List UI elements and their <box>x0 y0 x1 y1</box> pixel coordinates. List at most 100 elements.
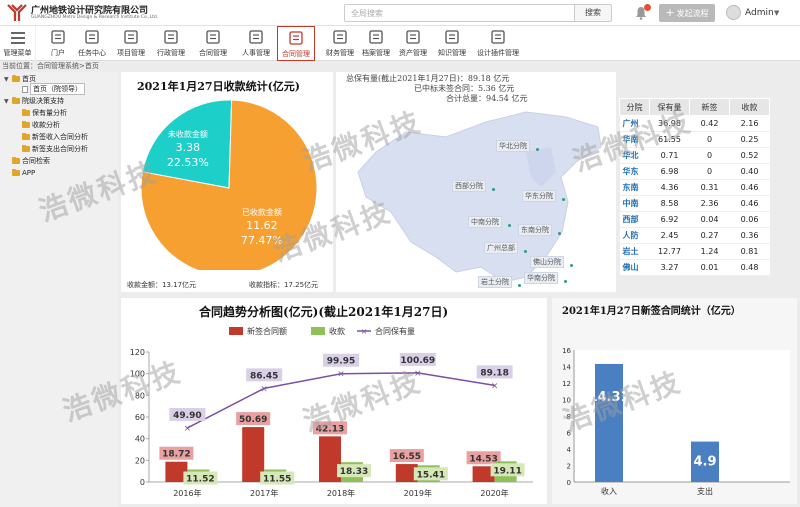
nav-item-3[interactable]: 项目管理 <box>112 26 150 61</box>
line-label-bg <box>169 407 206 421</box>
line-point[interactable]: × <box>184 424 192 434</box>
nav-item-4[interactable]: 行政管理 <box>152 26 190 61</box>
map-marker[interactable] <box>508 224 511 227</box>
tree-caret-icon[interactable]: ▼ <box>4 75 9 83</box>
map-region-label[interactable]: 华东分院 <box>522 190 556 202</box>
map-marker[interactable] <box>558 232 561 235</box>
pie-slice-percent: 77.47% <box>241 234 283 247</box>
china-map[interactable] <box>336 92 616 292</box>
region-link[interactable]: 中南 <box>619 195 650 212</box>
region-link[interactable]: 岩土 <box>619 243 650 260</box>
map-region-label[interactable]: 东南分院 <box>518 224 552 236</box>
tree-item[interactable]: APP <box>4 168 35 178</box>
map-marker[interactable] <box>536 148 539 151</box>
nav-item-8[interactable]: 财务管理 <box>321 26 359 61</box>
table-header: 保有量 <box>649 98 690 116</box>
folder-icon <box>12 96 20 104</box>
region-link[interactable]: 佛山 <box>619 259 650 276</box>
line-point[interactable]: × <box>491 381 499 391</box>
region-link[interactable]: 人防 <box>619 227 650 244</box>
line-point[interactable]: × <box>414 369 422 379</box>
nav-item-1[interactable]: 门户 <box>39 26 77 61</box>
pie-slice[interactable] <box>141 99 233 189</box>
pie-slice-value: 11.62 <box>246 219 278 232</box>
nav-item-11[interactable]: 知识管理 <box>433 26 471 61</box>
nav-item-7[interactable]: 合同管理 <box>277 26 315 61</box>
tree-item[interactable]: ▼ 首页 <box>4 74 36 84</box>
map-marker[interactable] <box>562 198 565 201</box>
region-link[interactable]: 华东 <box>619 163 650 180</box>
tree-item[interactable]: ▼ 院级决策支持 <box>4 96 64 106</box>
bar-new-signed[interactable] <box>319 436 341 482</box>
bell-icon[interactable] <box>635 6 647 20</box>
region-link[interactable]: 西部 <box>619 211 650 228</box>
avatar[interactable] <box>726 5 741 20</box>
chevron-down-icon[interactable]: ▼ <box>774 9 780 17</box>
folder-icon <box>22 108 30 116</box>
launch-process-button[interactable]: + 发起流程 <box>659 4 715 22</box>
plugin-icon <box>491 30 505 44</box>
tree-item[interactable]: 收款分析 <box>14 120 60 130</box>
table-cell: 0.40 <box>729 163 770 180</box>
table-cell: 0 <box>689 147 730 164</box>
bar-new-signed[interactable] <box>395 464 418 482</box>
tree-item[interactable]: 首页（院领导） <box>14 83 85 95</box>
legend-swatch <box>229 327 243 335</box>
map-marker[interactable] <box>570 264 573 267</box>
nav-item-9[interactable]: 档案管理 <box>357 26 395 61</box>
table-cell: 3.27 <box>649 259 690 276</box>
table-row: 人防 2.45 0.27 0.36 <box>619 227 770 244</box>
map-region-label[interactable]: 岩土分院 <box>478 276 512 288</box>
table-cell: 2.16 <box>729 115 770 132</box>
region-link[interactable]: 华南 <box>619 131 650 148</box>
search-button[interactable]: 搜索 <box>574 4 612 22</box>
table-header: 分院 <box>619 98 650 116</box>
map-region-label[interactable]: 西部分院 <box>452 180 486 192</box>
asset-icon <box>406 30 420 44</box>
line-point[interactable]: × <box>260 384 268 394</box>
map-marker[interactable] <box>564 280 567 283</box>
table-header: 新签 <box>689 98 730 116</box>
line-point[interactable]: × <box>337 370 345 380</box>
bar[interactable] <box>691 441 719 482</box>
global-search-input[interactable] <box>344 4 577 22</box>
bar-new-signed[interactable] <box>165 461 188 482</box>
map-marker[interactable] <box>492 188 495 191</box>
tree-item[interactable]: 新签收入合同分析 <box>14 132 88 142</box>
pie-slice[interactable] <box>140 99 318 270</box>
bar[interactable] <box>595 363 623 482</box>
tree-item[interactable]: 合同检索 <box>4 156 50 166</box>
region-link[interactable]: 东南 <box>619 179 650 196</box>
map-marker[interactable] <box>524 250 527 253</box>
map-marker[interactable] <box>518 284 521 287</box>
tree-item[interactable]: 保有量分析 <box>14 108 67 118</box>
menu-toggle[interactable]: 管理菜单 <box>0 26 36 61</box>
table-header-row: 分院 保有量 新签 收款 <box>619 98 770 116</box>
nav-item-6[interactable]: 人事管理 <box>237 26 275 61</box>
tree-item[interactable]: 新签支出合同分析 <box>14 144 88 154</box>
map-region-label[interactable]: 广州总部 <box>484 242 518 254</box>
nav-item-label: 知识管理 <box>438 49 466 57</box>
map-region-label[interactable]: 华北分院 <box>496 140 530 152</box>
bar-value-label: 19.11 <box>493 466 521 476</box>
nav-item-5[interactable]: 合同管理 <box>194 26 232 61</box>
tree-item-label: 首页 <box>22 75 36 83</box>
bar-new-signed[interactable] <box>472 466 495 482</box>
line-label-bg <box>246 368 283 382</box>
line-value-label: 86.45 <box>250 371 278 381</box>
top-header: 广州地铁设计研究院有限公司 GUANGZHOU Metro Design & R… <box>0 0 800 26</box>
bar-new-signed[interactable] <box>242 427 265 482</box>
tree-caret-icon[interactable]: ▼ <box>4 97 9 105</box>
trend-panel: 合同趋势分析图(亿元)(截止2021年1月27日) 新签合同额 收款 × 合同保有量 0… <box>121 298 547 504</box>
map-region-label[interactable]: 华南分院 <box>524 272 558 284</box>
user-name[interactable]: Admin <box>745 8 774 18</box>
y-tick-label: 14 <box>562 364 571 372</box>
map-region-label[interactable]: 中南分院 <box>468 216 502 228</box>
region-link[interactable]: 华北 <box>619 147 650 164</box>
nav-item-12[interactable]: 设计插件管理 <box>475 26 521 61</box>
map-region-label[interactable]: 佛山分院 <box>530 256 564 268</box>
nav-item-10[interactable]: 资产管理 <box>394 26 432 61</box>
nav-item-2[interactable]: 任务中心 <box>73 26 111 61</box>
trend-chart: 新签合同额 收款 × 合同保有量 0 20 40 60 80 100 120 2016年 18.72 11… <box>130 326 533 498</box>
region-link[interactable]: 广州 <box>619 115 650 132</box>
